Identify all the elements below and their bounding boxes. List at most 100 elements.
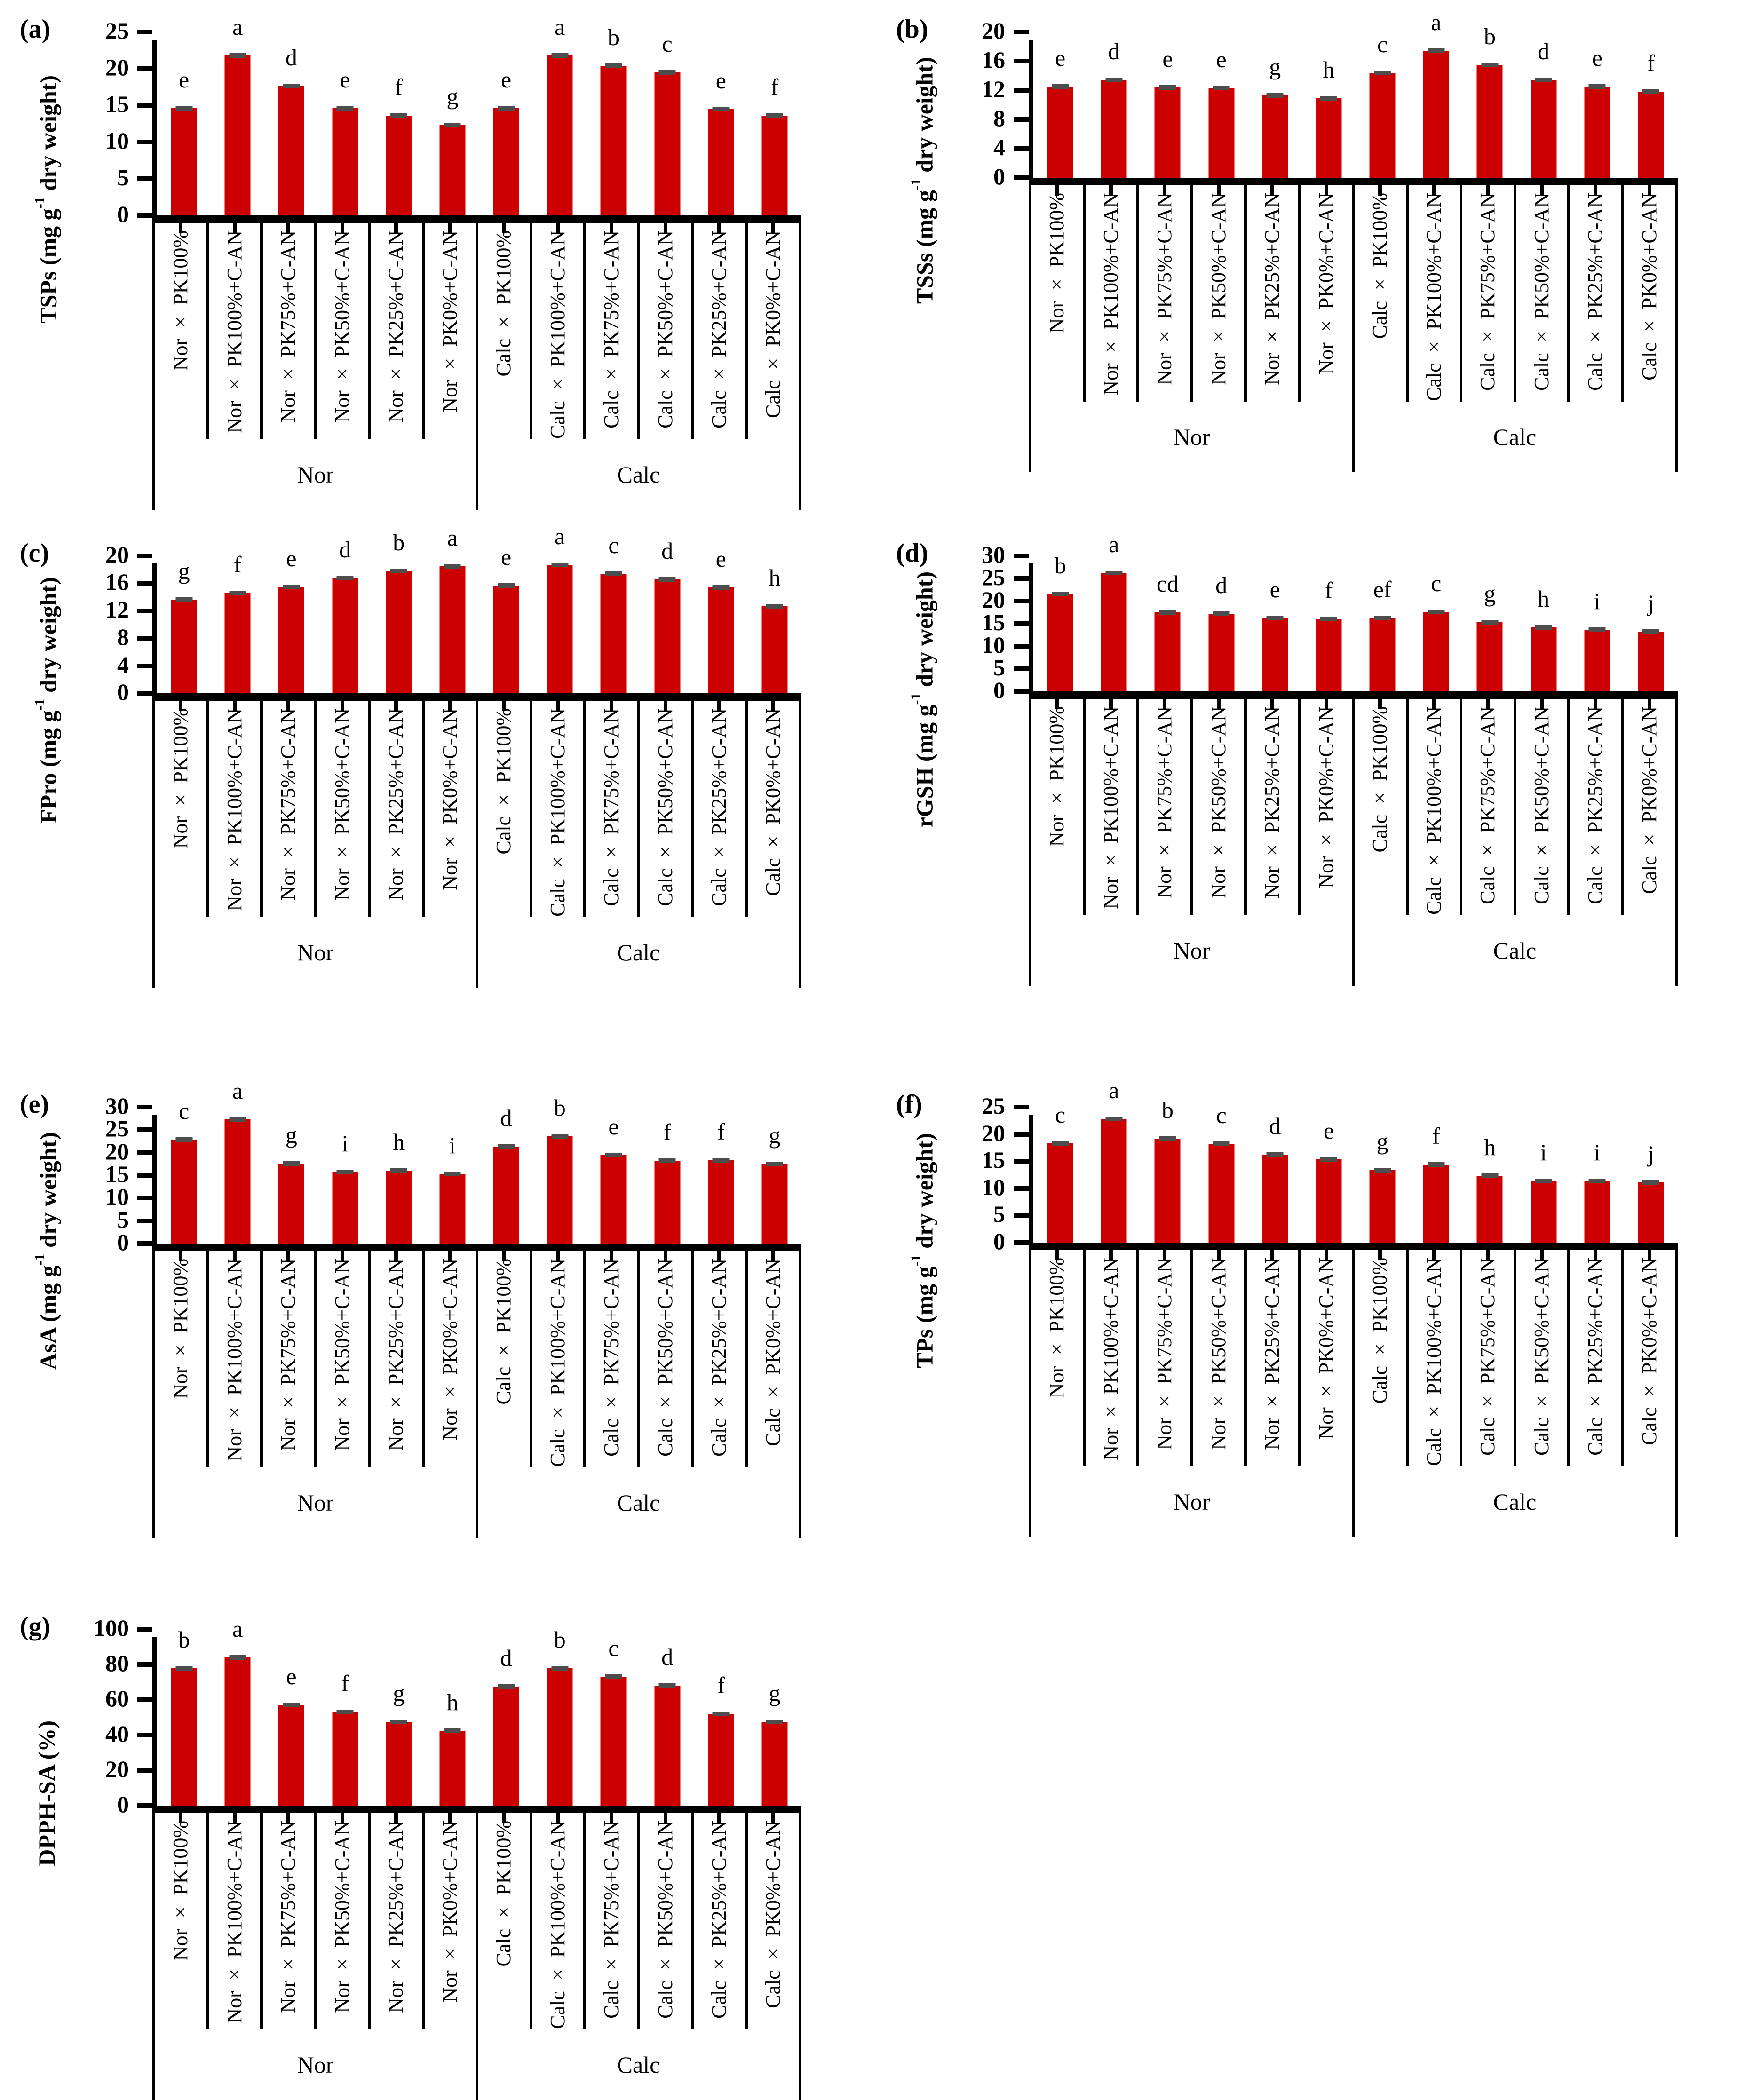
bar	[1316, 96, 1342, 178]
error-bar-cap	[444, 1172, 461, 1177]
error-bar-cap	[283, 1703, 300, 1708]
panel-body: TSPs (mg g-1 dry weight) 0 5 10 15 20 25 e a d e f g…	[11, 7, 876, 510]
bar	[171, 1137, 197, 1244]
bar-slot: e	[264, 547, 318, 693]
bar	[1584, 627, 1610, 691]
y-axis-title-text: DPPH-SA (%)	[33, 1720, 60, 1866]
y-axis-title-text: TSSs (mg g-1 dry weight)	[908, 57, 938, 304]
category-cell: Nor × PK100%+C-AN	[209, 701, 263, 917]
significance-letter: c	[1377, 31, 1388, 57]
category-label: Nor × PK50%+C-AN	[1206, 1258, 1230, 1450]
y-tick	[1014, 666, 1029, 671]
category-cell: Nor × PK100%	[152, 1813, 209, 2029]
y-tick	[1014, 117, 1029, 122]
y-tick	[1014, 599, 1029, 603]
category-cell: Nor × PK75%+C-AN	[1139, 1250, 1193, 1466]
category-cell: Nor × PK100%	[152, 701, 209, 917]
error-bar-cap	[175, 597, 193, 602]
error-bar-cap	[605, 1152, 622, 1157]
y-tick	[1014, 146, 1029, 151]
error-bar-cap	[498, 1144, 515, 1149]
significance-letter: j	[1648, 590, 1654, 617]
y-axis-title-text: FPro (mg g-1 dry weight)	[32, 577, 62, 824]
bar	[708, 106, 734, 215]
x-axis-labels: Nor × PK100% Nor × PK100%+C-AN Nor × PK75%…	[152, 1813, 801, 2029]
bar	[386, 113, 412, 215]
category-cell: Nor × PK50%+C-AN	[317, 1813, 371, 2029]
significance-letter: c	[662, 30, 673, 57]
panel-body: TSSs (mg g-1 dry weight) 0 4 8 12 16 20 e d e e g h c…	[888, 7, 1753, 472]
bar-slot: d	[479, 1637, 533, 1806]
panel-b: (b) TSSs (mg g-1 dry weight) 0 4 8 12 16 20 e d e e…	[876, 7, 1753, 510]
category-cell: Calc × PK50%+C-AN	[1516, 699, 1570, 915]
bar-slot: d	[1248, 1114, 1302, 1243]
category-label: Calc × PK75%+C-AN	[1476, 193, 1499, 391]
category-cell: Calc × PK50%+C-AN	[1516, 185, 1570, 402]
plot-area: 0 5 10 15 20 25 30 b a cd d e f ef c g h i j	[982, 532, 1678, 702]
category-label: Nor × PK100%+C-AN	[1099, 706, 1122, 909]
category-cell: Nor × PK0%+C-AN	[425, 701, 478, 917]
plot-area: 0 20 40 60 80 100 b a e f g h d b c d f g	[94, 1616, 801, 1816]
significance-letter: a	[232, 1078, 243, 1104]
bar-slot: e	[1571, 40, 1624, 178]
y-tick-label: 15	[982, 1147, 1005, 1173]
bar-slot: c	[1409, 563, 1463, 691]
bar	[278, 84, 304, 215]
error-bar-cap	[1213, 611, 1230, 616]
y-tick-label: 4	[117, 651, 129, 678]
significance-letter: b	[554, 1094, 566, 1121]
bar-slot: h	[1463, 1115, 1516, 1243]
significance-letter: g	[1269, 53, 1281, 80]
category-cell: Nor × PK75%+C-AN	[1139, 699, 1193, 915]
category-label: Nor × PK100%	[1045, 1258, 1069, 1398]
category-cell: Calc × PK100%	[478, 1813, 532, 2029]
category-label: Calc × PK100%	[1368, 706, 1392, 853]
bar	[439, 563, 466, 693]
error-bar-cap	[444, 563, 461, 569]
category-cell: Nor × PK75%+C-AN	[1139, 185, 1193, 402]
y-tick	[137, 103, 152, 108]
category-label: Calc × PK25%+C-AN	[707, 1259, 731, 1457]
bar	[654, 1683, 681, 1806]
error-bar-cap	[605, 571, 622, 576]
x-axis-labels: Nor × PK100% Nor × PK100%+C-AN Nor × PK75%…	[1029, 185, 1678, 402]
significance-letter: i	[1594, 1139, 1601, 1165]
error-bar-cap	[229, 53, 246, 58]
y-tick	[1014, 59, 1029, 63]
significance-letter: d	[500, 1105, 512, 1132]
y-tick-label: 100	[94, 1615, 129, 1641]
error-bar-cap	[551, 562, 569, 567]
y-tick-label: 20	[105, 1756, 129, 1782]
significance-letter: i	[1540, 1139, 1547, 1165]
category-cell: Calc × PK100%+C-AN	[532, 223, 586, 439]
panel-c: (c) FPro (mg g-1 dry weight) 0 4 8 12 16 20 g f e d…	[0, 524, 876, 988]
bar	[708, 585, 734, 693]
panel-body: FPro (mg g-1 dry weight) 0 4 8 12 16 20 g f e d b a e…	[11, 524, 876, 988]
panel-f: (f) TPs (mg g-1 dry weight) 0 5 10 15 20 25 c a b c…	[876, 1078, 1753, 1538]
category-label: Nor × PK25%+C-AN	[384, 708, 408, 901]
bar-slot: d	[641, 1637, 694, 1806]
plot-column: 0 4 8 12 16 20 g f e d b a e a c d e h Nor × PK100% Nor × P…	[105, 524, 801, 988]
bar-slot: d	[318, 538, 372, 693]
plot-column: 0 5 10 15 20 25 e a d e f g e a b c e f Nor × PK100% Nor × …	[105, 7, 801, 510]
significance-letter: f	[717, 1118, 725, 1145]
bar	[1584, 1178, 1610, 1243]
bar	[1531, 625, 1557, 691]
category-label: Nor × PK0%+C-AN	[438, 1821, 461, 2003]
category-label: Calc × PK100%	[492, 1259, 516, 1405]
category-cell: Calc × PK100%+C-AN	[1409, 185, 1462, 402]
category-label: Calc × PK25%+C-AN	[707, 708, 731, 906]
bar-slot: e	[264, 1637, 318, 1806]
error-bar-cap	[1320, 1157, 1337, 1162]
bar-slot: c	[1195, 1103, 1248, 1243]
category-label: Calc × PK100%	[492, 1821, 516, 1967]
bar	[439, 123, 466, 215]
category-label: Nor × PK75%+C-AN	[277, 230, 300, 423]
significance-letter: c	[1055, 1102, 1066, 1128]
error-bar-cap	[390, 1168, 407, 1173]
bar	[1476, 620, 1503, 691]
bar-slot: a	[1087, 1078, 1141, 1243]
panel-a: (a) TSPs (mg g-1 dry weight) 0 5 10 15 20 25 e a d…	[0, 7, 876, 510]
error-bar-cap	[712, 106, 730, 111]
bar-slot: f	[1409, 1115, 1463, 1243]
